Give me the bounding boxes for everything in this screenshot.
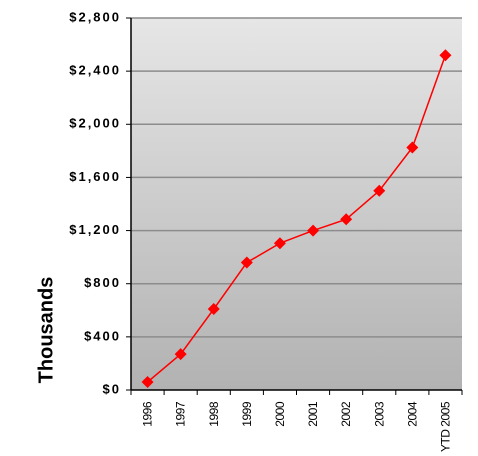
y-tick-label: $1,200 xyxy=(69,222,121,237)
x-tick-label: 1997 xyxy=(174,401,188,427)
data-point xyxy=(273,237,286,250)
plot-area xyxy=(131,18,462,390)
x-axis-ticks: 1996 1997 1998 1999 2000 2001 2002 2003 2004 YTD … xyxy=(130,390,463,452)
y-tick-label: $1,600 xyxy=(69,169,121,184)
data-point xyxy=(439,49,452,62)
x-tick-label: 1999 xyxy=(240,401,254,427)
y-tick-label: $0 xyxy=(103,381,121,396)
x-tick-label: 1998 xyxy=(207,401,221,427)
series-markers xyxy=(141,49,452,389)
x-tick-label: 1996 xyxy=(141,401,155,427)
data-point xyxy=(406,141,419,154)
y-tick-label: $2,400 xyxy=(69,63,121,78)
y-tick-label: $400 xyxy=(84,328,121,343)
data-point xyxy=(373,184,386,197)
y-axis-title: Thousands xyxy=(35,277,57,384)
gridlines xyxy=(131,17,462,338)
x-tick-label: 2000 xyxy=(273,401,287,427)
x-tick-label: 2003 xyxy=(372,401,386,427)
data-point xyxy=(207,302,220,315)
x-tick-label: 2004 xyxy=(405,401,419,427)
data-point xyxy=(141,376,154,389)
x-tick-label: 2001 xyxy=(306,401,320,427)
y-tick-label: $800 xyxy=(84,275,121,290)
data-point xyxy=(174,348,187,361)
x-tick-label: YTD 2005 xyxy=(438,401,452,452)
data-point xyxy=(340,213,353,226)
data-point xyxy=(307,224,320,237)
data-point xyxy=(240,256,253,269)
x-tick-label: 2002 xyxy=(339,401,353,427)
y-axis-ticks: $0 $400 $800 $1,200 $1,600 $2,000 $2,400 $2,800 xyxy=(69,9,131,396)
y-tick-label: $2,000 xyxy=(69,116,121,131)
series-line xyxy=(147,54,447,383)
y-tick-label: $2,800 xyxy=(69,9,121,24)
